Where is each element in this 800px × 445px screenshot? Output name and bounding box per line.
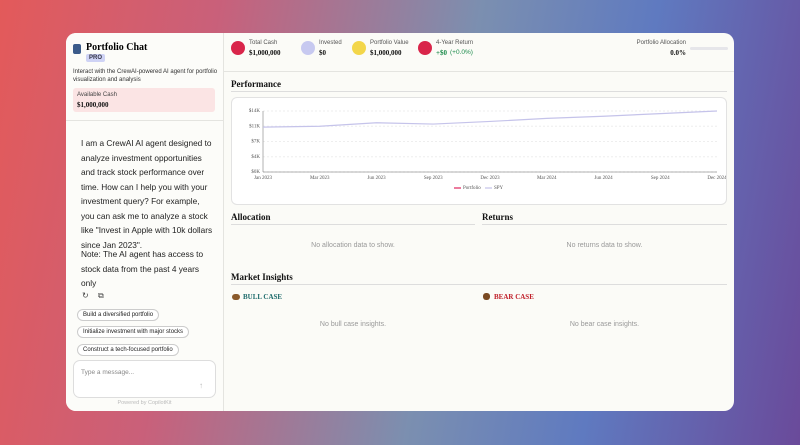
copy-icon[interactable]: ⧉ [98, 291, 104, 300]
line-series [262, 110, 718, 128]
chart-card: $0K $4K $7K $11K $14K Jan 2023 Mar 2023 Jun 202… [231, 97, 727, 205]
stat-label: Total Cash [249, 40, 278, 46]
x-tick-label: Mar 2023 [310, 176, 330, 181]
cash-value: $1,000,000 [77, 101, 109, 109]
allocation-label: Portfolio Allocation [636, 40, 686, 46]
y-tick-label: $0K [251, 170, 260, 175]
cash-label: Available Cash [77, 92, 117, 98]
stat-change: (+0.0%) [450, 49, 473, 56]
x-tick-label: Jan 2023 [254, 176, 272, 181]
chart: $0K $4K $7K $11K $14K Jan 2023 Mar 2023 Jun 202… [249, 109, 726, 191]
stat-label: Invested [319, 40, 342, 46]
bull-title: BULL CASE [243, 293, 283, 301]
y-tick-label: $14K [249, 109, 261, 114]
divider [66, 120, 223, 121]
empty-text: No bull case insights. [319, 321, 387, 328]
suggestion[interactable]: Build a diversified portfolio [77, 309, 160, 321]
empty-text: No bear case insights. [569, 321, 640, 328]
refresh-icon[interactable]: ↻ [82, 291, 89, 300]
badge: PRO [86, 54, 106, 62]
footer: Powered by CopilotKit [117, 400, 172, 406]
stat-icon [418, 41, 432, 55]
message: I am a CrewAI AI agent designed to analy… [81, 138, 213, 250]
stat-icon [301, 41, 315, 55]
stat-value: +$0 [436, 49, 447, 57]
divider [482, 224, 727, 225]
empty-text: No returns data to show. [566, 242, 643, 249]
bear-icon [483, 293, 490, 300]
allocation-bar [690, 47, 728, 50]
y-tick-label: $4K [251, 155, 260, 160]
section-title: Allocation [231, 212, 271, 222]
y-tick-label: $7K [251, 140, 260, 145]
stat-icon [231, 41, 245, 55]
stat-value: $1,000,000 [370, 49, 402, 57]
sidebar: Portfolio Chat PRO Interact with the Cre… [66, 33, 224, 411]
bull-icon [232, 294, 240, 300]
message: Note: The AI agent has access to stock d… [81, 249, 204, 288]
sidebar-title: Portfolio Chat [86, 42, 148, 53]
section-title: Returns [482, 212, 513, 222]
stat-label: 4-Year Return [436, 40, 474, 46]
app-window: Portfolio Chat PRO Interact with the Cre… [66, 33, 734, 411]
divider [231, 284, 727, 285]
suggestion[interactable]: Initialize investment with major stocks [77, 326, 190, 338]
chat-input[interactable]: Type a message... ↑ [73, 360, 216, 398]
divider [231, 91, 727, 92]
stat-value: $0 [319, 49, 326, 57]
stat-value: $1,000,000 [249, 49, 281, 57]
x-tick-label: Sep 2024 [651, 176, 670, 181]
logo [73, 44, 81, 54]
stats-bar: Total Cash $1,000,000 Invested $0 Portfo… [224, 33, 734, 72]
bear-title: BEAR CASE [494, 293, 534, 301]
description: Interact with the CrewAI-powered AI agen… [73, 69, 218, 83]
suggestion[interactable]: Construct a tech-focused portfolio [77, 344, 179, 356]
x-tick-label: Dec 2024 [707, 176, 726, 181]
x-tick-label: Mar 2024 [537, 176, 557, 181]
x-tick-label: Jun 2024 [594, 176, 613, 181]
empty-text: No allocation data to show. [311, 242, 395, 249]
send-icon[interactable]: ↑ [199, 381, 203, 390]
section-title: Market Insights [231, 272, 293, 282]
legend-label: Portfolio [463, 186, 481, 191]
x-tick-label: Jun 2023 [367, 176, 386, 181]
input-placeholder: Type a message... [81, 369, 135, 376]
x-tick-label: Sep 2023 [424, 176, 443, 181]
divider [231, 224, 475, 225]
stat-label: Portfolio Value [370, 40, 409, 46]
allocation-value: 0.0% [670, 49, 686, 57]
cash-box: Available Cash $1,000,000 [73, 88, 215, 112]
legend-label: SPY [494, 186, 504, 191]
section-title: Performance [231, 79, 281, 89]
stat-icon [352, 41, 366, 55]
x-tick-label: Dec 2023 [480, 176, 500, 181]
y-tick-label: $11K [249, 124, 260, 129]
